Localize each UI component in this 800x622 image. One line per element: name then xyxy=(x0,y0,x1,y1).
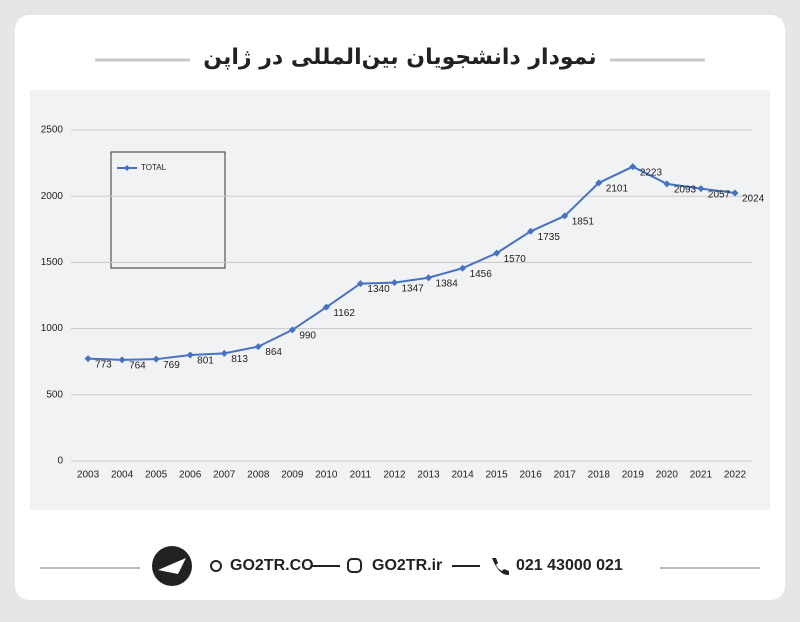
y-tick-label: 1000 xyxy=(41,323,64,334)
data-label: 1735 xyxy=(538,232,561,243)
point xyxy=(356,280,364,288)
x-tick-label: 2003 xyxy=(77,470,100,481)
point xyxy=(118,356,126,364)
link-icon xyxy=(210,560,222,572)
x-tick-label: 2015 xyxy=(486,470,509,481)
data-label: 1570 xyxy=(504,254,527,265)
x-tick-label: 2007 xyxy=(213,470,236,481)
y-tick-label: 2500 xyxy=(41,125,64,136)
data-label: 801 xyxy=(197,356,214,367)
point xyxy=(288,326,296,334)
x-tick-label: 2009 xyxy=(281,470,304,481)
y-tick-label: 2000 xyxy=(41,191,64,202)
point xyxy=(425,274,433,282)
point xyxy=(731,189,739,197)
data-label: 764 xyxy=(129,360,146,371)
data-label: 864 xyxy=(265,347,282,358)
data-label: 813 xyxy=(231,354,248,365)
x-tick-label: 2019 xyxy=(622,470,645,481)
data-label: 990 xyxy=(299,331,316,342)
legend-label: TOTAL xyxy=(141,163,167,172)
instagram-icon xyxy=(347,558,362,573)
point xyxy=(629,163,637,171)
data-label: 2223 xyxy=(640,167,663,178)
footer-website: GO2TR.CO xyxy=(230,557,314,574)
y-tick-label: 1500 xyxy=(41,257,64,268)
legend-marker xyxy=(124,165,130,171)
data-label: 1347 xyxy=(401,283,424,294)
map-background xyxy=(30,90,770,510)
x-tick-label: 2006 xyxy=(179,470,202,481)
x-tick-label: 2008 xyxy=(247,470,270,481)
chart-title: نمودار دانشجویان بین‌المللی در ژاپن xyxy=(203,45,596,70)
x-tick-label: 2014 xyxy=(451,470,474,481)
x-tick-label: 2016 xyxy=(520,470,543,481)
logo-plane xyxy=(158,558,186,574)
x-tick-label: 2005 xyxy=(145,470,168,481)
footer-instagram: GO2TR.ir xyxy=(372,557,442,574)
data-label: 2093 xyxy=(674,185,697,196)
data-label: 1456 xyxy=(470,269,493,280)
x-tick-label: 2021 xyxy=(690,470,713,481)
point xyxy=(322,303,330,311)
x-tick-label: 2020 xyxy=(656,470,679,481)
x-tick-label: 2013 xyxy=(417,470,440,481)
x-tick-label: 2012 xyxy=(383,470,406,481)
x-tick-label: 2017 xyxy=(554,470,577,481)
data-label: 1851 xyxy=(572,217,595,228)
data-label: 769 xyxy=(163,360,180,371)
point xyxy=(561,212,569,220)
point xyxy=(84,355,92,363)
data-label: 2101 xyxy=(606,183,629,194)
point xyxy=(390,279,398,287)
x-tick-label: 2011 xyxy=(350,470,372,481)
legend-box xyxy=(110,151,226,269)
y-tick-label: 0 xyxy=(57,456,63,467)
data-label: 1384 xyxy=(436,278,459,289)
point xyxy=(254,343,262,351)
point xyxy=(220,349,228,357)
data-label: 773 xyxy=(95,359,112,370)
footer-phone: 021 43000 021 xyxy=(516,557,623,574)
point xyxy=(459,264,467,272)
point xyxy=(663,180,671,188)
y-tick-label: 500 xyxy=(46,389,63,400)
x-tick-label: 2010 xyxy=(315,470,338,481)
point xyxy=(527,227,535,235)
point xyxy=(697,185,705,193)
x-tick-label: 2018 xyxy=(588,470,611,481)
line xyxy=(87,165,736,361)
data-label: 1340 xyxy=(367,284,390,295)
data-label: 1162 xyxy=(333,308,355,319)
point xyxy=(595,179,603,187)
x-tick-label: 2004 xyxy=(111,470,134,481)
data-label: 2024 xyxy=(742,194,765,205)
point xyxy=(186,351,194,359)
point xyxy=(152,355,160,363)
phone-icon xyxy=(492,558,509,576)
point xyxy=(493,249,501,257)
x-tick-label: 2022 xyxy=(724,470,747,481)
data-label: 2057 xyxy=(708,189,731,200)
